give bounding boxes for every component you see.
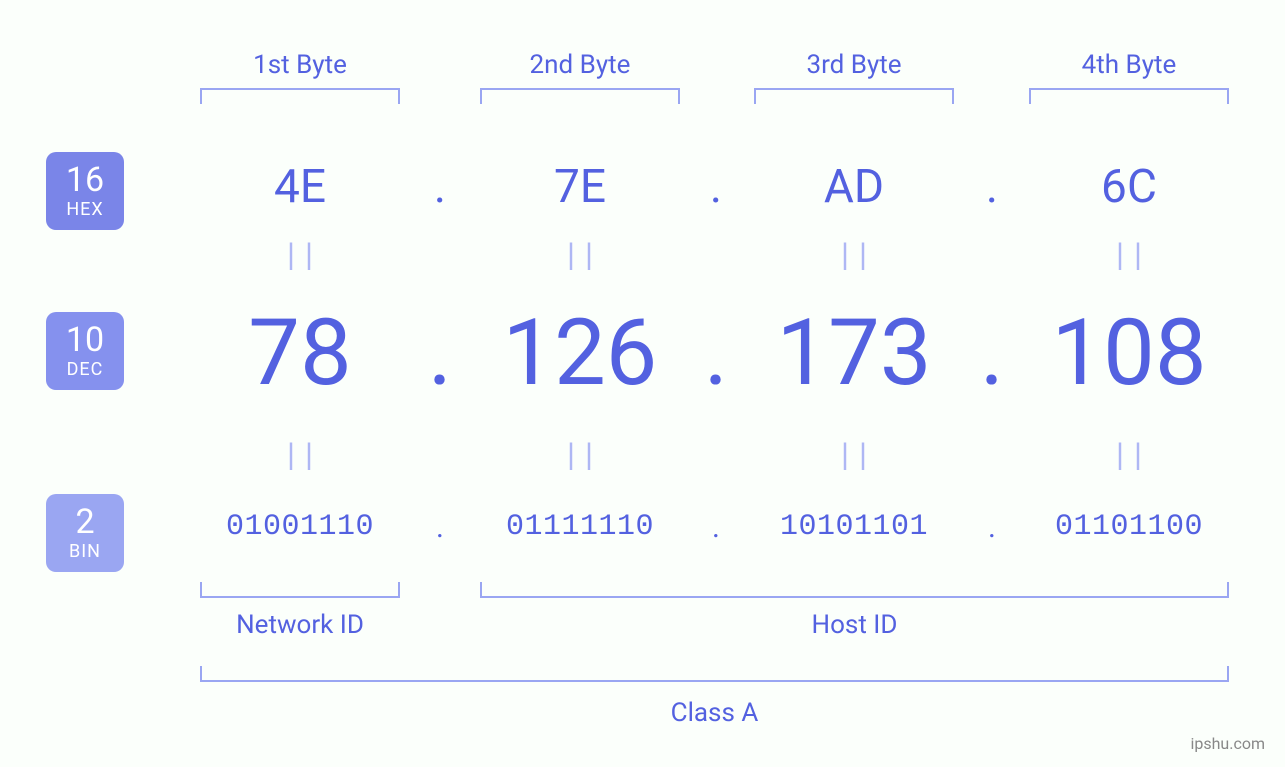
badge-bin: 2 BIN bbox=[46, 494, 124, 572]
hex-value-2: 7E bbox=[475, 160, 685, 214]
hex-value-4: 6C bbox=[1024, 160, 1234, 214]
network-id-label: Network ID bbox=[200, 610, 400, 640]
network-id-bracket bbox=[200, 582, 400, 598]
bin-value-2: 01111110 bbox=[475, 510, 685, 544]
badge-hex-label: HEX bbox=[66, 200, 103, 220]
bin-value-1: 01001110 bbox=[195, 510, 405, 544]
hex-value-3: AD bbox=[749, 160, 959, 214]
hex-dot-1: . bbox=[425, 160, 455, 214]
class-bracket bbox=[200, 666, 1229, 682]
watermark: ipshu.com bbox=[1190, 734, 1265, 753]
host-id-bracket bbox=[480, 582, 1229, 598]
dec-value-4: 108 bbox=[1024, 300, 1234, 407]
badge-hex-num: 16 bbox=[66, 162, 104, 199]
bin-dot-2: . bbox=[701, 510, 731, 545]
byte-bracket-top-1 bbox=[200, 88, 400, 104]
equals-eq1-3: || bbox=[834, 240, 874, 274]
byte-header-4: 4th Byte bbox=[1024, 50, 1234, 80]
dec-value-2: 126 bbox=[475, 300, 685, 407]
equals-eq1-4: || bbox=[1109, 240, 1149, 274]
dec-dot-1: . bbox=[425, 300, 455, 407]
equals-eq2-3: || bbox=[834, 440, 874, 474]
bin-dot-3: . bbox=[977, 510, 1007, 545]
badge-hex: 16 HEX bbox=[46, 152, 124, 230]
byte-bracket-top-3 bbox=[754, 88, 954, 104]
byte-bracket-top-2 bbox=[480, 88, 680, 104]
class-label: Class A bbox=[200, 698, 1229, 728]
equals-eq2-2: || bbox=[560, 440, 600, 474]
dec-value-3: 173 bbox=[749, 300, 959, 407]
bin-value-3: 10101101 bbox=[749, 510, 959, 544]
equals-eq2-4: || bbox=[1109, 440, 1149, 474]
badge-bin-num: 2 bbox=[75, 504, 94, 541]
dec-dot-2: . bbox=[701, 300, 731, 407]
bin-dot-1: . bbox=[425, 510, 455, 545]
dec-value-1: 78 bbox=[195, 300, 405, 407]
hex-value-1: 4E bbox=[195, 160, 405, 214]
badge-dec-label: DEC bbox=[67, 360, 104, 380]
hex-dot-2: . bbox=[701, 160, 731, 214]
bin-value-4: 01101100 bbox=[1024, 510, 1234, 544]
badge-bin-label: BIN bbox=[69, 542, 101, 562]
hex-dot-3: . bbox=[977, 160, 1007, 214]
byte-header-3: 3rd Byte bbox=[749, 50, 959, 80]
badge-dec: 10 DEC bbox=[46, 312, 124, 390]
equals-eq1-2: || bbox=[560, 240, 600, 274]
dec-dot-3: . bbox=[977, 300, 1007, 407]
badge-dec-num: 10 bbox=[66, 322, 104, 359]
equals-eq2-1: || bbox=[280, 440, 320, 474]
byte-header-1: 1st Byte bbox=[195, 50, 405, 80]
equals-eq1-1: || bbox=[280, 240, 320, 274]
host-id-label: Host ID bbox=[480, 610, 1229, 640]
byte-bracket-top-4 bbox=[1029, 88, 1229, 104]
byte-header-2: 2nd Byte bbox=[475, 50, 685, 80]
